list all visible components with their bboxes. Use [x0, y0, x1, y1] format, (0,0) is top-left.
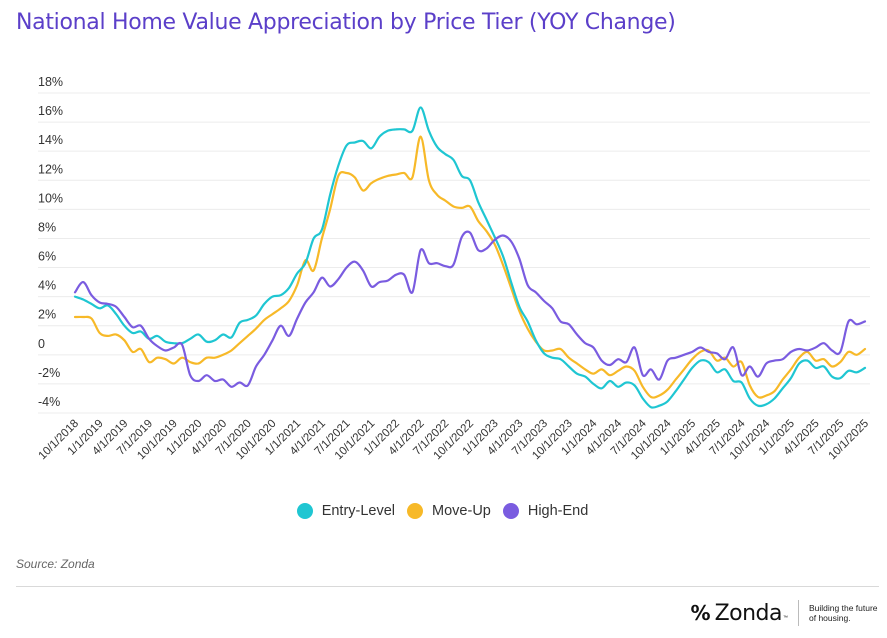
legend-item-high-end[interactable]: High-End — [502, 503, 589, 519]
source-note: Source: Zonda — [16, 557, 95, 571]
y-tick-label: 14% — [38, 133, 63, 147]
series-line-high-end — [73, 230, 867, 388]
trademark-symbol: ™ — [783, 615, 788, 621]
chart-legend: Entry-Level Move-Up High-End — [0, 503, 887, 519]
legend-swatch-entry-level — [296, 503, 313, 519]
y-tick-label: 12% — [38, 162, 63, 176]
legend-swatch-move-up — [407, 503, 424, 519]
legend-swatch-high-end — [502, 503, 519, 519]
y-tick-label: 2% — [38, 308, 56, 322]
y-tick-label: -4% — [38, 395, 60, 409]
series-line-move-up — [73, 135, 867, 399]
series-lines — [73, 106, 867, 409]
zonda-logo-wordmark: Zonda — [714, 600, 783, 626]
zonda-logo-icon: % — [690, 601, 711, 625]
y-tick-label: 6% — [38, 250, 56, 264]
legend-label: Move-Up — [432, 503, 491, 519]
line-chart: 18% 16% 14% 12% 10% 8% 6% 4% 2% 0 -2% -4% 10/1/2018… — [36, 75, 871, 462]
legend-label: Entry-Level — [321, 503, 396, 519]
footer-divider — [16, 586, 879, 587]
tagline: Building the future of housing. — [809, 603, 879, 623]
legend-item-entry-level[interactable]: Entry-Level — [296, 503, 396, 519]
y-tick-label: 8% — [38, 220, 56, 234]
x-axis-ticks: 10/1/20181/1/20194/1/20197/1/201910/1/20… — [36, 417, 871, 462]
tagline-line-2: of housing. — [809, 613, 851, 623]
chart-title: National Home Value Appreciation by Pric… — [16, 10, 676, 35]
legend-label: High-End — [527, 503, 589, 519]
y-tick-label: 16% — [38, 104, 63, 118]
y-axis-ticks: 18% 16% 14% 12% 10% 8% 6% 4% 2% 0 -2% -4% — [38, 75, 63, 409]
legend-item-move-up[interactable]: Move-Up — [407, 503, 491, 519]
series-line-entry-level — [73, 106, 867, 409]
y-tick-label: -2% — [38, 366, 60, 380]
y-tick-label: 18% — [38, 75, 63, 89]
y-tick-label: 10% — [38, 191, 63, 205]
footer-branding: % Zonda ™ Building the future of housing… — [691, 600, 879, 626]
y-tick-label: 0 — [38, 337, 45, 351]
tagline-line-1: Building the future — [809, 603, 878, 613]
logo-separator — [798, 600, 799, 626]
grid-lines — [38, 92, 870, 414]
y-tick-label: 4% — [38, 279, 56, 293]
